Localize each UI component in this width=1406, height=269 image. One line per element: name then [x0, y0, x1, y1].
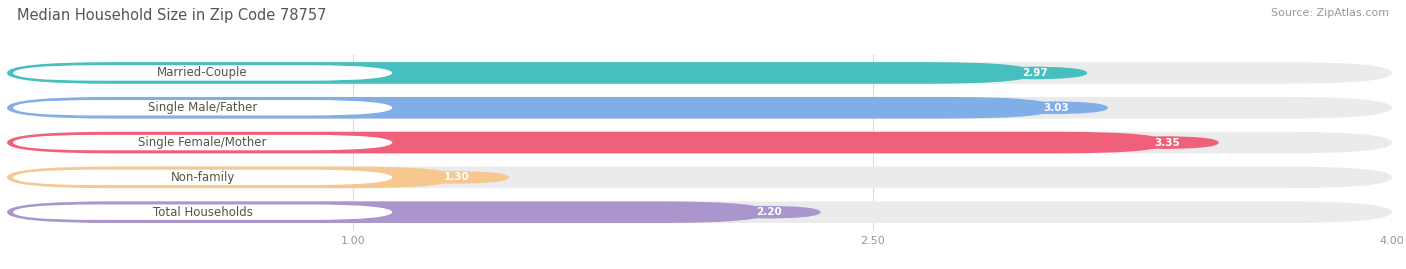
FancyBboxPatch shape [13, 134, 394, 151]
FancyBboxPatch shape [13, 169, 394, 186]
Text: 3.35: 3.35 [1154, 137, 1180, 148]
FancyBboxPatch shape [13, 204, 394, 221]
FancyBboxPatch shape [1115, 136, 1219, 149]
Text: Single Female/Mother: Single Female/Mother [138, 136, 267, 149]
FancyBboxPatch shape [717, 206, 821, 219]
FancyBboxPatch shape [13, 65, 394, 81]
Text: Married-Couple: Married-Couple [157, 66, 247, 79]
FancyBboxPatch shape [7, 167, 457, 188]
Text: 2.97: 2.97 [1022, 68, 1049, 78]
FancyBboxPatch shape [983, 66, 1087, 79]
FancyBboxPatch shape [7, 132, 1392, 153]
Text: 1.30: 1.30 [444, 172, 470, 182]
FancyBboxPatch shape [7, 167, 1392, 188]
Text: 2.20: 2.20 [756, 207, 782, 217]
Text: Total Households: Total Households [153, 206, 253, 219]
FancyBboxPatch shape [1004, 101, 1108, 114]
Text: Single Male/Father: Single Male/Father [148, 101, 257, 114]
Text: 3.03: 3.03 [1043, 103, 1069, 113]
FancyBboxPatch shape [7, 97, 1056, 119]
FancyBboxPatch shape [7, 132, 1167, 153]
Text: Non-family: Non-family [170, 171, 235, 184]
FancyBboxPatch shape [13, 99, 394, 116]
FancyBboxPatch shape [405, 171, 509, 184]
FancyBboxPatch shape [7, 97, 1392, 119]
FancyBboxPatch shape [7, 201, 769, 223]
Text: Source: ZipAtlas.com: Source: ZipAtlas.com [1271, 8, 1389, 18]
Text: Median Household Size in Zip Code 78757: Median Household Size in Zip Code 78757 [17, 8, 326, 23]
FancyBboxPatch shape [7, 201, 1392, 223]
FancyBboxPatch shape [7, 62, 1035, 84]
FancyBboxPatch shape [7, 62, 1392, 84]
